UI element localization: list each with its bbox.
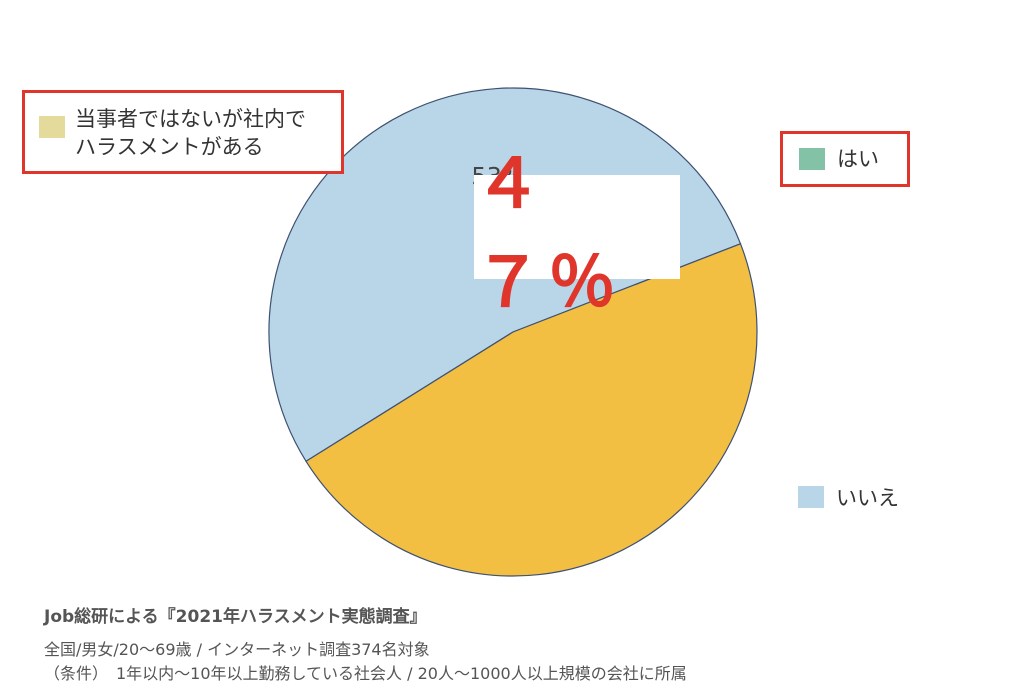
legend-item-no: いいえ [790,484,930,516]
legend-label-no: いいえ [836,486,899,510]
legend-swatch-no [798,486,824,508]
legend-swatch-not-involved [39,116,65,138]
legend-swatch-yes [799,148,825,170]
conditions-line-1: 全国/男女/20～69歳 / インターネット調査374名対象 [44,640,430,659]
pie-slice-1 [305,242,758,577]
legend-label-not-involved-line1: 当事者ではないが社内で [75,107,306,131]
source-text: Job総研による『2021年ハラスメント実態調査』 [44,607,427,627]
legend-label-yes: はい [837,147,879,171]
legend-item-not-involved: 当事者ではないが社内で ハラスメントがある [22,90,344,174]
legend-item-yes: はい [780,131,910,187]
legend-label-not-involved-line2: ハラスメントがある [75,135,264,159]
conditions-line-2: （条件） 1年以内～10年以上勤務している社会人 / 20人～1000人以上規模… [44,664,687,683]
percent-callout: ４７％ [474,145,680,323]
